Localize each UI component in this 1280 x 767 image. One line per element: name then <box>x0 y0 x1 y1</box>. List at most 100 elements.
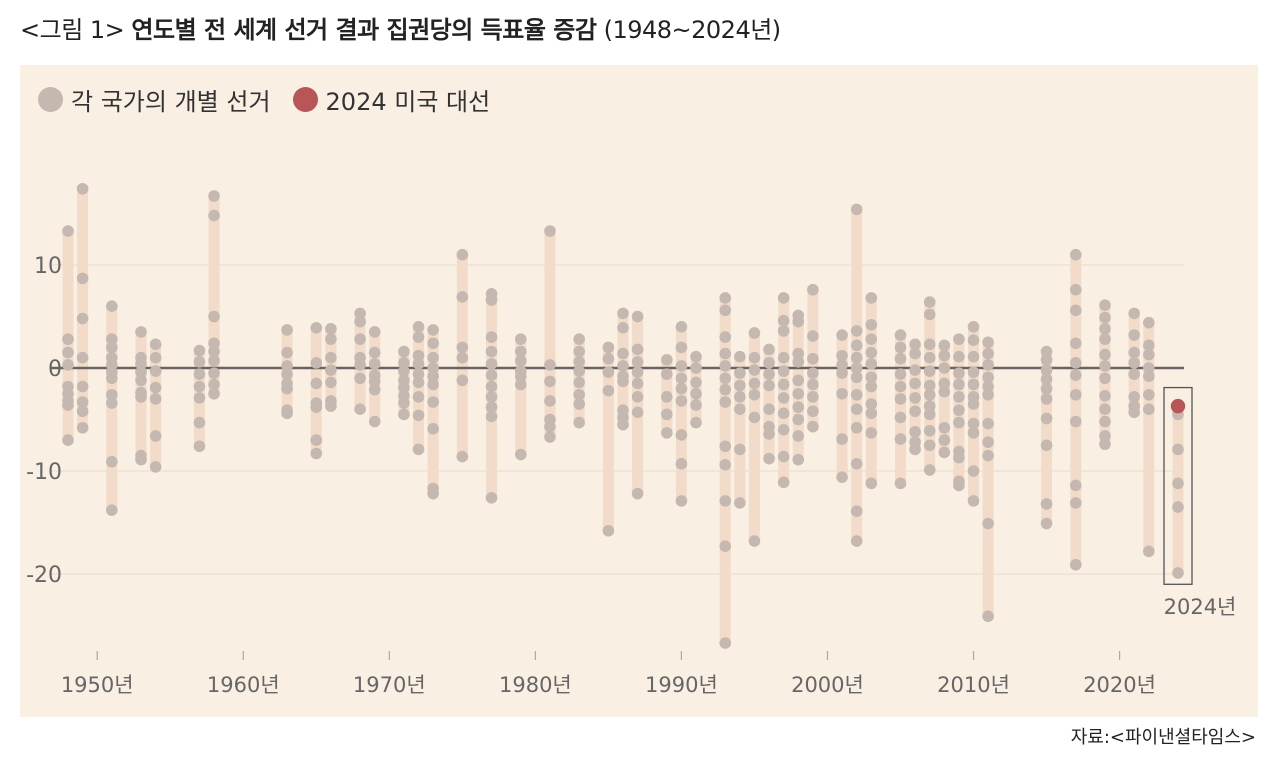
election-dot <box>310 401 323 413</box>
election-dot <box>514 448 527 461</box>
election-dot <box>149 430 162 442</box>
election-dot <box>1069 558 1082 571</box>
election-dot <box>923 338 936 351</box>
election-dot <box>1172 477 1184 490</box>
election-dot <box>1069 304 1082 317</box>
election-dot <box>208 190 220 202</box>
election-dot <box>573 356 585 368</box>
election-dot <box>412 331 425 343</box>
range-bar <box>1070 254 1082 565</box>
election-dot <box>1172 443 1184 456</box>
election-dot <box>281 360 293 372</box>
election-dot <box>1142 348 1155 361</box>
election-dot <box>544 420 556 433</box>
election-dot <box>76 380 89 393</box>
election-dot <box>354 333 366 345</box>
election-dot <box>909 426 921 438</box>
election-dot <box>544 359 556 371</box>
election-dot <box>149 351 162 364</box>
election-dot <box>427 370 439 383</box>
election-dot <box>792 387 805 400</box>
election-dot <box>953 350 965 363</box>
election-dot <box>1099 323 1111 335</box>
election-dot <box>1069 283 1082 296</box>
election-dot <box>690 376 702 389</box>
election-dot <box>106 397 118 409</box>
election-dot <box>734 367 746 379</box>
election-dot <box>982 347 994 360</box>
election-dot <box>909 405 921 418</box>
x-tick-label: 2020년 <box>1083 673 1156 697</box>
election-dot <box>982 359 994 371</box>
election-dot <box>953 404 965 417</box>
election-dot <box>836 359 848 371</box>
election-dot <box>485 369 498 382</box>
election-dot <box>456 248 469 261</box>
election-dot <box>894 433 907 445</box>
election-dot <box>719 396 732 408</box>
election-dot <box>1099 333 1111 345</box>
election-dot <box>734 403 746 416</box>
election-dot <box>149 393 162 405</box>
legend: 각 국가의 개별 선거 2024 미국 대선 <box>38 82 512 117</box>
legend-label-individual: 각 국가의 개별 선거 <box>71 88 271 116</box>
election-dot <box>1040 393 1053 405</box>
election-dot <box>544 395 556 407</box>
election-dot <box>953 367 965 379</box>
election-dot <box>354 403 366 416</box>
election-dot <box>514 345 527 358</box>
election-dot <box>850 388 863 401</box>
election-dot <box>106 455 118 468</box>
election-dot <box>763 343 775 356</box>
election-dot <box>1142 403 1155 416</box>
election-dot <box>193 356 206 368</box>
figure-year-range: (1948~2024년) <box>603 16 782 44</box>
election-dot <box>208 337 220 350</box>
election-dot <box>953 479 965 492</box>
election-dot <box>631 366 644 378</box>
election-dot <box>938 362 951 374</box>
election-dot <box>836 349 848 362</box>
election-dot <box>208 345 220 358</box>
election-dot <box>661 391 673 403</box>
election-dot <box>149 365 162 377</box>
election-dot <box>325 351 337 364</box>
election-dot <box>675 321 688 333</box>
election-dot <box>427 337 439 350</box>
election-dot <box>836 329 848 341</box>
election-dot <box>1172 501 1184 513</box>
election-dot <box>938 377 951 390</box>
election-dot <box>602 524 615 537</box>
election-dot <box>412 376 425 389</box>
highlight-box-2024 <box>1163 386 1193 585</box>
election-dot <box>325 376 337 389</box>
election-dot <box>777 351 790 364</box>
election-dot <box>1142 316 1155 329</box>
election-dot <box>748 364 761 376</box>
election-dot <box>354 359 366 371</box>
figure-number: <그림 1> <box>20 16 125 44</box>
election-dot <box>982 517 994 530</box>
election-dot <box>631 356 644 368</box>
election-dot <box>135 391 147 403</box>
election-dot <box>763 368 775 380</box>
election-dot <box>544 431 556 443</box>
election-dot <box>938 446 951 459</box>
election-dot <box>193 416 206 429</box>
election-dot <box>208 310 220 323</box>
election-dot <box>76 272 89 285</box>
election-dot <box>719 383 732 396</box>
election-dot <box>1128 307 1140 320</box>
election-dot <box>1128 346 1140 359</box>
election-dot <box>76 405 89 418</box>
election-dot <box>763 379 775 392</box>
x-tick-label: 2000년 <box>791 673 864 697</box>
election-dot <box>631 377 644 390</box>
election-dot <box>894 341 907 354</box>
election-dot <box>850 457 863 470</box>
election-dot <box>734 391 746 403</box>
election-dot <box>953 391 965 403</box>
election-dot <box>923 365 936 377</box>
election-dot <box>909 392 921 404</box>
election-dot <box>909 443 921 456</box>
